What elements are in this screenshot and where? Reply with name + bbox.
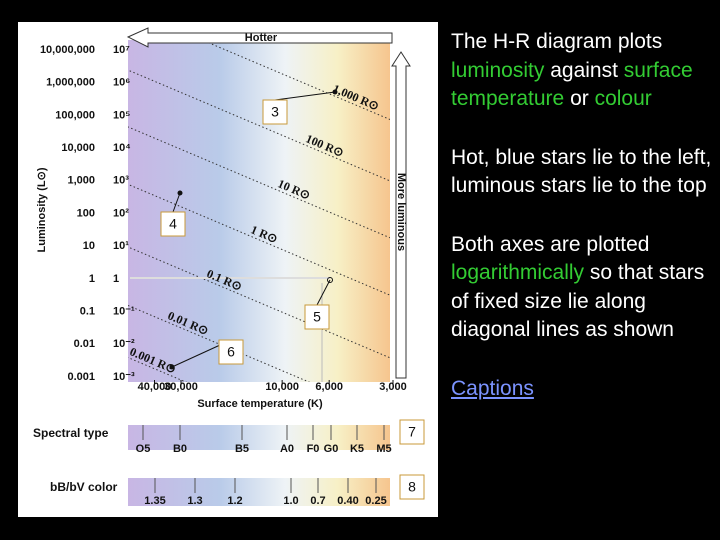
slide-text: The H-R diagram plots luminosity against…	[451, 28, 713, 403]
text-run: The H-R diagram plots	[451, 30, 663, 53]
x-axis-title: Surface temperature (K)	[197, 398, 323, 410]
luminous-label: More luminous	[395, 173, 407, 251]
y-label: 10,000,000	[40, 44, 95, 56]
color-label: 0.25	[365, 495, 386, 507]
callout-box	[399, 419, 425, 445]
highlight: surface temperature	[451, 58, 693, 111]
text-run: Hot, blue stars lie to the left, luminou…	[451, 145, 712, 198]
y-axis-title: Luminosity (L⊙)	[36, 167, 48, 252]
y-label: 100	[77, 207, 95, 219]
x-tick-label: 6,000	[315, 381, 343, 393]
spectral-label: B5	[235, 443, 249, 455]
callout-number: 5	[313, 309, 321, 325]
spectral-label: O5	[136, 443, 151, 455]
y-label: 0.001	[67, 371, 95, 383]
y-label: 100,000	[55, 109, 95, 121]
spectral-label: K5	[350, 443, 364, 455]
x-tick-label: 30,000	[164, 381, 198, 393]
y-label: 1,000,000	[46, 77, 95, 89]
callout-number: 3	[271, 104, 279, 120]
y-label: 0.01	[74, 338, 95, 350]
spectral-title: Spectral type	[33, 426, 109, 440]
y-exponent: 1	[113, 273, 119, 285]
color-label: 1.2	[227, 495, 242, 507]
color-label: 0.40	[337, 495, 358, 507]
stars	[169, 89, 338, 370]
y-exponent: 10⁶	[113, 77, 130, 89]
callout-box	[262, 99, 288, 125]
text-run: or	[564, 87, 595, 110]
y-exponent: 10⁻³	[113, 371, 135, 383]
y-exponent: 10⁻¹	[113, 306, 135, 318]
color-label: 1.35	[144, 495, 165, 507]
paragraph: Both axes are plotted logarithmically so…	[451, 231, 713, 345]
text-run: so that stars of fixed size lie along di…	[451, 261, 705, 341]
y-exponent: 10⁻²	[113, 338, 135, 350]
y-label: 1	[89, 273, 95, 285]
callout-box	[304, 304, 330, 330]
y-label: 10,000	[61, 142, 95, 154]
y-label: 1,000	[67, 175, 95, 187]
y-label: 10	[83, 240, 95, 252]
hotter-label: Hotter	[245, 32, 278, 44]
spectral-label: G0	[324, 443, 339, 455]
x-tick-label: 10,000	[265, 381, 299, 393]
captions-link[interactable]: Captions	[451, 376, 534, 400]
y-exponent: 10³	[113, 175, 129, 187]
diagram: Hotter More luminous Luminosity (L⊙) Sur…	[18, 22, 438, 517]
hotter-arrow	[126, 27, 393, 48]
y-exponent: 10¹	[113, 240, 129, 252]
highlight: luminosity	[451, 58, 545, 82]
paragraph: Hot, blue stars lie to the left, luminou…	[451, 144, 713, 201]
spectral-label: M5	[376, 443, 391, 455]
color-label: 1.0	[283, 495, 298, 507]
y-exponent: 10⁵	[113, 109, 130, 121]
luminous-arrow	[391, 51, 411, 379]
y-label: 0.1	[80, 306, 95, 318]
callout-box	[218, 339, 244, 365]
x-tick-label: 3,000	[379, 381, 407, 393]
paragraph: The H-R diagram plots luminosity against…	[451, 28, 713, 114]
y-exponent: 10⁷	[113, 44, 130, 56]
color-title: bB/bV color	[50, 480, 118, 494]
spectral-label: B0	[173, 443, 187, 455]
color-label: 0.7	[310, 495, 325, 507]
callout-number: 8	[408, 479, 416, 495]
color-label: 1.3	[187, 495, 202, 507]
spectral-bar	[128, 425, 390, 450]
highlight: logarithmically	[451, 261, 585, 284]
spectral-label: F0	[307, 443, 320, 455]
x-tick-label: 40,000	[138, 381, 172, 393]
y-exponent: 10⁴	[113, 142, 131, 154]
color-bar	[128, 478, 390, 506]
plot-area	[128, 40, 390, 382]
callout-number: 7	[408, 424, 416, 440]
callout-box	[160, 211, 186, 237]
callout-number: 4	[169, 216, 177, 232]
highlight: colour	[594, 87, 652, 110]
callout-box	[399, 474, 425, 500]
callout-number: 6	[227, 344, 235, 360]
text-run: against	[544, 58, 624, 82]
spectral-label: A0	[280, 443, 294, 455]
y-exponent: 10²	[113, 207, 129, 219]
text-run: Both axes are plotted	[451, 232, 650, 256]
